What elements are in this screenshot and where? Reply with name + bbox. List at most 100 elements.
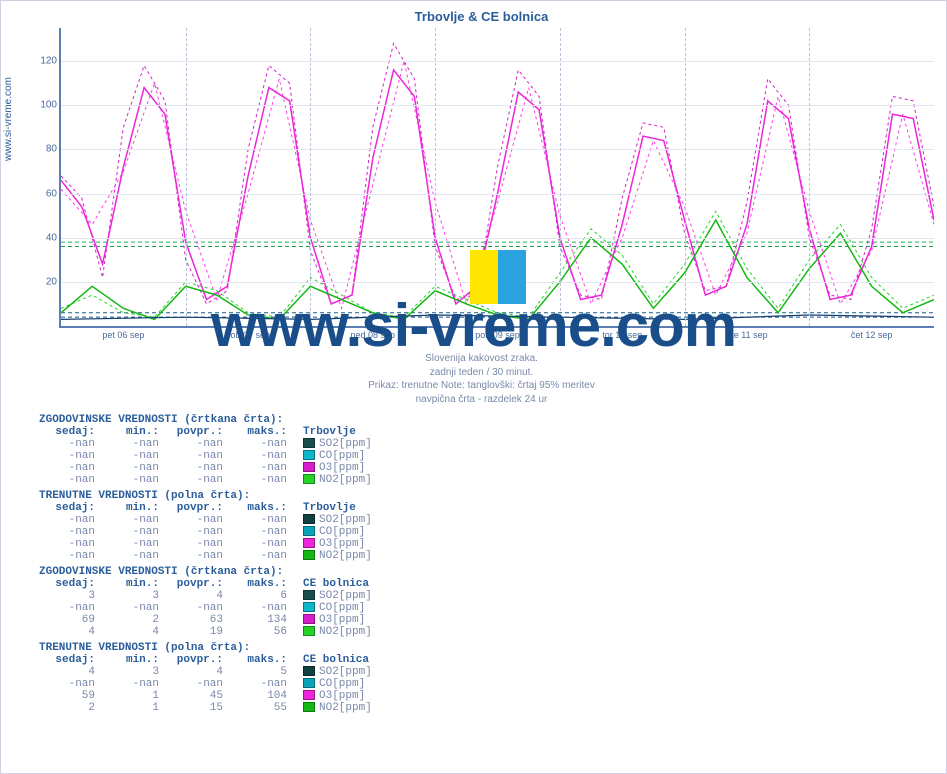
desc-line-4: navpična črta - razdelek 24 ur (29, 393, 934, 407)
y-gridline (61, 105, 934, 106)
legend-param: SO2[ppm] (319, 666, 383, 678)
x-gridline (809, 28, 810, 326)
legend-value: 1 (103, 690, 167, 702)
legend-value: -nan (103, 602, 167, 614)
y-gridline (61, 194, 934, 195)
y-tick-label: 60 (31, 188, 57, 199)
legend-row: -nan-nan-nan-nanCO[ppm] (39, 526, 383, 538)
legend-value: -nan (103, 450, 167, 462)
legend-value: 4 (167, 590, 231, 602)
legend-row: -nan-nan-nan-nanCO[ppm] (39, 678, 383, 690)
color-swatch-icon (303, 450, 315, 460)
y-tick-label: 120 (31, 56, 57, 67)
legend-row: -nan-nan-nan-nanO3[ppm] (39, 538, 383, 550)
legend-swatch-cell (295, 514, 319, 526)
y-tick-label: 80 (31, 144, 57, 155)
legend-value: -nan (231, 450, 295, 462)
x-tick-label: pon 09 sep (475, 330, 520, 340)
legend-row: -nan-nan-nan-nanSO2[ppm] (39, 438, 383, 450)
x-tick-label: ned 08 sep (351, 330, 396, 340)
legend-col-header: sedaj: (39, 502, 103, 514)
x-gridline (186, 28, 187, 326)
legend-value: 4 (39, 626, 103, 638)
legend-row: -nan-nan-nan-nanNO2[ppm] (39, 550, 383, 562)
legend-value: -nan (103, 678, 167, 690)
y-tick-label: 100 (31, 100, 57, 111)
legend-col-header: min.: (103, 578, 167, 590)
legend-section-title: ZGODOVINSKE VREDNOSTI (črtkana črta): (39, 414, 934, 426)
legend-value: -nan (167, 450, 231, 462)
legend-value: -nan (39, 678, 103, 690)
legend-value: 45 (167, 690, 231, 702)
legend-value: 59 (39, 690, 103, 702)
legend-value: -nan (167, 526, 231, 538)
legend-swatch-cell (295, 666, 319, 678)
legend-col-header: min.: (103, 502, 167, 514)
legend-value: -nan (167, 514, 231, 526)
legend-value: 4 (39, 666, 103, 678)
legend-col-header: sedaj: (39, 426, 103, 438)
x-gridline (685, 28, 686, 326)
legend-param: CO[ppm] (319, 678, 383, 690)
color-swatch-icon (303, 602, 315, 612)
legend-value: -nan (103, 462, 167, 474)
legend-value: 6 (231, 590, 295, 602)
legend-value: -nan (231, 602, 295, 614)
color-swatch-icon (303, 690, 315, 700)
legend-table: sedaj:min.:povpr.:maks.:Trbovlje-nan-nan… (39, 426, 383, 486)
legend-swatch-cell (295, 614, 319, 626)
color-swatch-icon (303, 438, 315, 448)
legend-col-header: maks.: (231, 578, 295, 590)
y-tick-label: 40 (31, 232, 57, 243)
x-tick-label: tor 10 sep (602, 330, 642, 340)
legend-value: 3 (39, 590, 103, 602)
legend-value: 2 (39, 702, 103, 714)
legend-value: -nan (167, 538, 231, 550)
legend-value: -nan (103, 526, 167, 538)
legend-value: -nan (167, 474, 231, 486)
desc-line-1: Slovenija kakovost zraka. (29, 352, 934, 366)
legend-value: -nan (103, 438, 167, 450)
legend-row: 441956NO2[ppm] (39, 626, 383, 638)
legend-value: 3 (103, 666, 167, 678)
legend-table: sedaj:min.:povpr.:maks.:CE bolnica4345SO… (39, 654, 383, 714)
legend-value: -nan (231, 678, 295, 690)
legend-value: 1 (103, 702, 167, 714)
legend-param: CO[ppm] (319, 602, 383, 614)
legend-param: NO2[ppm] (319, 550, 383, 562)
color-swatch-icon (303, 462, 315, 472)
legend-param: NO2[ppm] (319, 626, 383, 638)
legend-section-title: TRENUTNE VREDNOSTI (polna črta): (39, 490, 934, 502)
legend-param: CO[ppm] (319, 526, 383, 538)
x-tick-label: sre 11 sep (726, 330, 767, 340)
legend-row: -nan-nan-nan-nanO3[ppm] (39, 462, 383, 474)
legend-col-header: maks.: (231, 426, 295, 438)
legend-table: sedaj:min.:povpr.:maks.:CE bolnica3346SO… (39, 578, 383, 638)
legend-value: -nan (167, 438, 231, 450)
legend-param: SO2[ppm] (319, 590, 383, 602)
color-swatch-icon (303, 526, 315, 536)
legend-swatch-cell (295, 450, 319, 462)
legend-section-title: ZGODOVINSKE VREDNOSTI (črtkana črta): (39, 566, 934, 578)
legend-value: -nan (167, 550, 231, 562)
legend-swatch-cell (295, 590, 319, 602)
color-swatch-icon (303, 678, 315, 688)
chart-plot-area: 20406080100120pet 06 sepsob 07 sepned 08… (59, 28, 934, 328)
legend-swatch-cell (295, 550, 319, 562)
legend-value: -nan (39, 550, 103, 562)
legend-row: 59145104O3[ppm] (39, 690, 383, 702)
legend-param: NO2[ppm] (319, 474, 383, 486)
legend-value: 5 (231, 666, 295, 678)
legend-swatch-cell (295, 438, 319, 450)
legend-swatch-cell (295, 462, 319, 474)
legend-col-header: maks.: (231, 654, 295, 666)
site-side-label: www.si-vreme.com (3, 77, 14, 161)
desc-line-3: Prikaz: trenutne Note: tanglovški: črtaj… (29, 379, 934, 393)
y-gridline (61, 238, 934, 239)
legend-value: -nan (103, 474, 167, 486)
legend-swatch-cell (295, 690, 319, 702)
legend-value: -nan (231, 538, 295, 550)
legend-value: -nan (167, 462, 231, 474)
legend-value: 2 (103, 614, 167, 626)
legend-value: -nan (167, 602, 231, 614)
